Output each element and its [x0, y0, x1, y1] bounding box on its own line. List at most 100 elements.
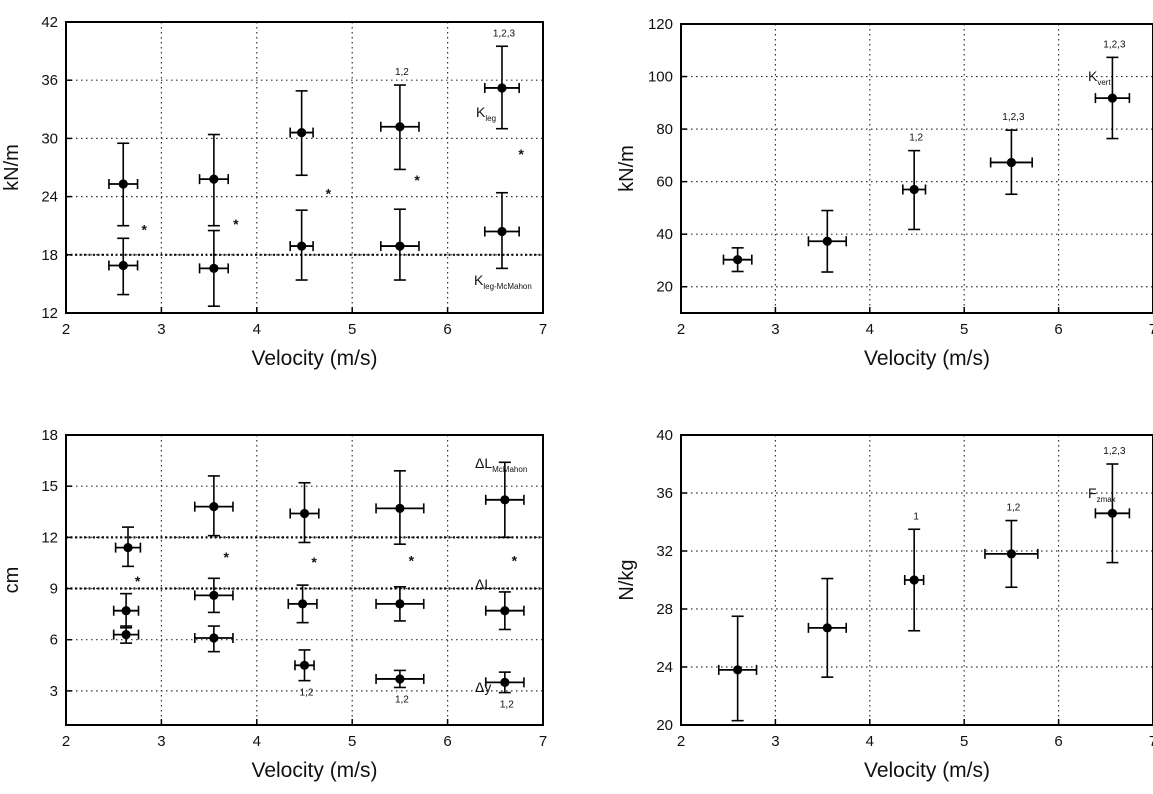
grid: [66, 435, 543, 725]
significance-star: *: [224, 549, 230, 565]
series-label-main: F: [1088, 485, 1097, 501]
data-point: [297, 599, 308, 609]
x-axis-label: Velocity (m/s): [251, 759, 377, 782]
data-point: [822, 623, 832, 633]
series-label-main: K: [474, 272, 484, 288]
significance-star: *: [326, 186, 332, 202]
points: 1,2 1,2,3 * * * * *: [108, 28, 524, 308]
series-label-sub: vert: [1097, 78, 1111, 87]
x-tick-label: 3: [157, 321, 165, 338]
data-point: [395, 122, 405, 132]
data-point: [1006, 549, 1017, 559]
data-point: [497, 83, 507, 93]
significance-star: *: [512, 553, 518, 569]
points: 1,2 1,2 1,2 * * * * *: [112, 461, 525, 711]
y-ticks: 3 6 9 12 15 18: [41, 427, 72, 700]
x-tick-label: 6: [1054, 733, 1062, 750]
x-axis-label: Velocity (m/s): [251, 347, 377, 370]
x-tick-label: 3: [157, 733, 165, 750]
series-label-sub: zmax: [1097, 495, 1116, 504]
data-point: [500, 606, 510, 616]
series-labels: Fzmax: [1088, 485, 1116, 504]
x-tick-label: 7: [539, 321, 547, 338]
x-tick-label: 6: [443, 733, 451, 750]
data-point: [118, 179, 128, 189]
series-labels: Kvert: [1088, 68, 1111, 87]
data-point: [909, 184, 919, 195]
x-axis-label: Velocity (m/s): [864, 347, 990, 370]
x-ticks: 2 3 4 5 6 7: [677, 719, 1153, 750]
y-tick-label: 6: [50, 632, 58, 649]
data-point: [1006, 157, 1017, 168]
significance-star: *: [142, 222, 148, 238]
y-tick-label: 36: [656, 485, 673, 502]
y-ticks: 20 40 60 80 100 120: [648, 16, 687, 296]
y-axis-label: kN/m: [616, 145, 638, 192]
y-tick-label: 24: [41, 189, 58, 206]
series-label: ΔLMcMahon: [475, 455, 527, 474]
y-tick-label: 9: [50, 581, 58, 598]
plot-frame: [65, 21, 544, 314]
significance-star: *: [414, 172, 420, 188]
x-axis-label: Velocity (m/s): [864, 759, 990, 782]
data-point: [121, 629, 131, 640]
x-tick-label: 7: [539, 733, 547, 750]
x-tick-label: 5: [348, 321, 356, 338]
data-point: [123, 542, 133, 553]
y-tick-label: 32: [656, 543, 673, 560]
series-label-main: K: [1088, 68, 1098, 84]
y-tick-label: 12: [41, 305, 58, 322]
y-tick-label: 18: [41, 427, 58, 444]
data-point: [299, 660, 310, 670]
significance-label: 1,2: [1006, 503, 1020, 514]
data-point: [1107, 508, 1118, 518]
grid: [681, 24, 1153, 313]
y-tick-label: 28: [656, 601, 673, 618]
series-label-sub: leg: [485, 114, 496, 123]
x-tick-label: 4: [253, 733, 261, 750]
data-point: [395, 241, 405, 251]
significance-label: 1,2,3: [1103, 446, 1126, 457]
grid: [681, 435, 1153, 725]
significance-label: 1,2: [395, 694, 409, 705]
y-tick-label: 100: [648, 69, 673, 86]
x-tick-label: 2: [677, 733, 685, 750]
data-point: [395, 674, 405, 684]
data-point: [121, 606, 131, 616]
x-ticks: 2 3 4 5 6 7: [62, 719, 547, 750]
data-point: [299, 508, 310, 519]
data-point: [909, 575, 919, 585]
significance-label: 1,2,3: [1002, 112, 1025, 123]
series-label: Kleg: [476, 104, 496, 123]
panel-peak-force: 2 3 4 5 6 7 20 24 28 32 36 40 1 1,2 1,2,3 Velocity (…: [616, 427, 1153, 782]
x-ticks: 2 3 4 5 6 7: [677, 307, 1153, 338]
x-tick-label: 5: [960, 321, 968, 338]
significance-label: 1: [913, 511, 919, 522]
series-labels: ΔLMcMahon ΔL Δy: [475, 455, 527, 695]
y-tick-label: 42: [41, 14, 58, 31]
data-point: [209, 590, 219, 600]
data-point: [395, 599, 405, 609]
significance-star: *: [311, 554, 317, 570]
data-point: [497, 226, 507, 237]
x-tick-label: 3: [771, 321, 779, 338]
data-point: [118, 260, 128, 271]
series-label-main: Δy: [475, 679, 491, 695]
y-axis-label: kN/m: [1, 144, 23, 191]
panel-leg-stiffness: 2 3 4 5 6 7 12 18 24 30 36 42 1,2 1,2,3 * * * * * Veloci…: [1, 14, 547, 370]
y-tick-label: 30: [41, 130, 58, 147]
x-tick-label: 6: [1054, 321, 1062, 338]
x-tick-label: 6: [443, 321, 451, 338]
y-tick-label: 15: [41, 478, 58, 495]
y-tick-label: 120: [648, 16, 673, 33]
x-tick-label: 4: [866, 321, 874, 338]
x-tick-label: 4: [866, 733, 874, 750]
data-point: [822, 236, 832, 246]
series-label: ΔL: [475, 576, 492, 592]
x-tick-label: 5: [348, 733, 356, 750]
y-tick-label: 24: [656, 659, 673, 676]
plot-frame: [680, 434, 1153, 726]
y-tick-label: 40: [656, 226, 673, 243]
data-point: [297, 127, 307, 138]
